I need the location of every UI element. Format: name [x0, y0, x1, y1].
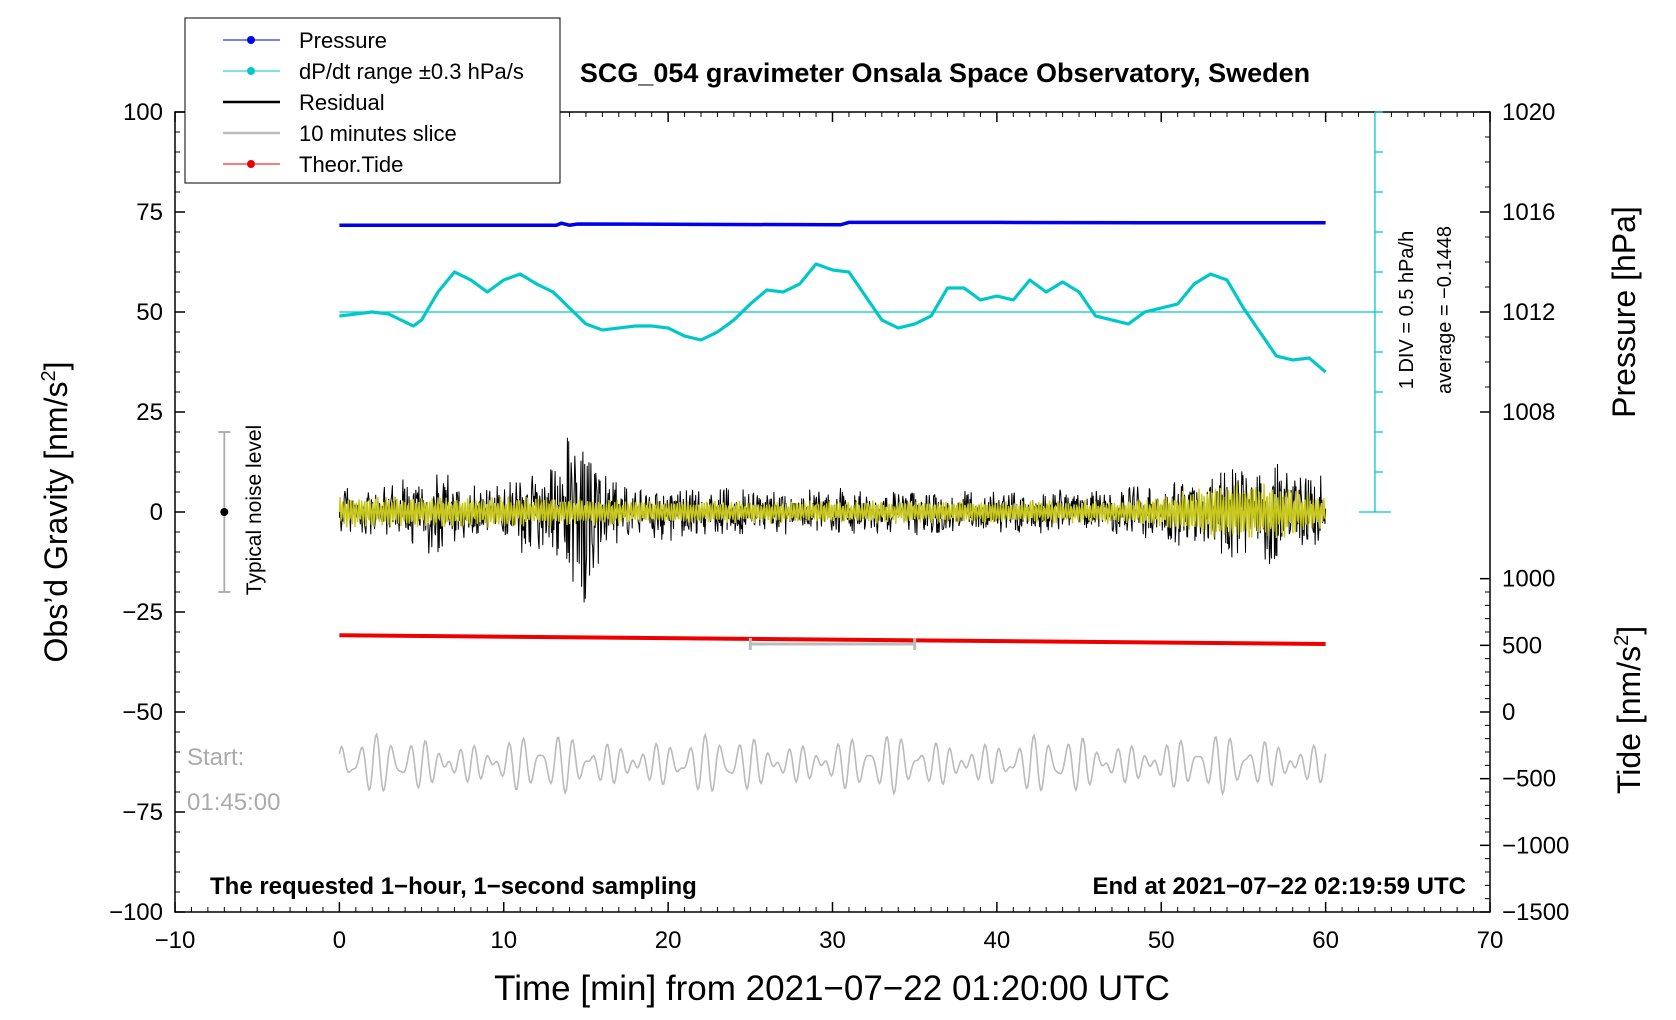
div-label: 1 DIV = 0.5 hPa/h [1396, 231, 1418, 389]
legend: Pressure dP/dt range ±0.3 hPa/s Residual 10… [184, 17, 561, 184]
start-label: Start: [187, 744, 244, 771]
end-time-note: End at 2021−07−22 02:19:59 UTC [1092, 873, 1466, 900]
legend-label: Theor.Tide [299, 152, 403, 177]
y-tick-label: −50 [122, 699, 163, 726]
legend-marker [247, 67, 255, 75]
pressure-tick-label: 1020 [1502, 99, 1555, 126]
y-axis-label-left-sup: 2 [38, 370, 60, 381]
pressure-tick-label: 1016 [1502, 199, 1555, 226]
x-tick-label: 30 [819, 927, 846, 954]
x-tick-label: 50 [1148, 927, 1175, 954]
pressure-tick-label: 1008 [1502, 399, 1555, 426]
slice-line [338, 732, 1327, 797]
y-axis-pressure: 1008 1012 1016 1020 [1480, 99, 1555, 426]
legend-entries: Pressure dP/dt range ±0.3 hPa/s Residual 10… [223, 28, 524, 177]
legend-marker [247, 160, 255, 168]
legend-label: 10 minutes slice [299, 121, 457, 146]
x-tick-label: 0 [333, 927, 346, 954]
legend-label: Residual [299, 90, 385, 115]
noise-level-bar [218, 431, 231, 593]
tide-tick-label: 500 [1502, 632, 1542, 659]
series-layer [338, 220, 1375, 797]
sampling-note: The requested 1−hour, 1−second sampling [210, 873, 697, 900]
x-tick-label: 20 [655, 927, 682, 954]
x-tick-label: 70 [1477, 927, 1504, 954]
y-axis-label-tide-close: ] [1611, 626, 1647, 635]
y-axis-label-tide-text: Tide [nm/s [1611, 646, 1647, 794]
average-label: average = −0.1448 [1434, 226, 1456, 394]
tide-tick-label: −1500 [1502, 899, 1569, 926]
noise-label: Typical noise level [243, 425, 266, 595]
y-tick-label: 75 [136, 199, 163, 226]
start-time: 01:45:00 [187, 789, 280, 816]
residual-filtered-line [338, 482, 1327, 538]
y-tick-label: 25 [136, 399, 163, 426]
x-axis-label: Time [min] from 2021−07−22 01:20:00 UTC [494, 969, 1170, 1008]
y-tick-label: −100 [109, 899, 163, 926]
tide-tick-label: −500 [1502, 766, 1556, 793]
legend-label: Pressure [299, 28, 387, 53]
legend-box [184, 17, 561, 184]
y-axis-label-left-close: ] [38, 362, 74, 371]
y-axis-label-left-text: Obs’d Gravity [nm/s [38, 382, 74, 663]
y-tick-label: −75 [122, 799, 163, 826]
tide-tick-label: 1000 [1502, 566, 1555, 593]
chart-title: SCG_054 gravimeter Onsala Space Observat… [580, 58, 1310, 88]
y-axis-label-tide: Tide [nm/s2] [1611, 626, 1647, 794]
noise-bar-center [220, 508, 229, 516]
pressure-tick-label: 1012 [1502, 299, 1555, 326]
y-axis-label-pressure: Pressure [hPa] [1606, 206, 1642, 418]
y-tick-label: 0 [150, 499, 163, 526]
y-tick-label: −25 [122, 599, 163, 626]
legend-label: dP/dt range ±0.3 hPa/s [299, 59, 524, 84]
x-tick-label: −10 [155, 927, 196, 954]
y-axis-label-tide-sup: 2 [1611, 635, 1633, 646]
tide-line [339, 633, 1326, 646]
pressure-line [339, 220, 1326, 227]
y-axis-label-left: Obs’d Gravity [nm/s2] [38, 362, 74, 663]
x-tick-label: 10 [490, 927, 517, 954]
tide-tick-label: −1000 [1502, 832, 1569, 859]
x-tick-label: 40 [984, 927, 1011, 954]
x-tick-label: 60 [1312, 927, 1339, 954]
y-axis-left: −100 −75 −50 −25 0 25 50 75 100 [109, 99, 185, 926]
x-axis: −10 0 10 20 30 40 50 60 70 [155, 112, 1504, 954]
tide-tick-label: 0 [1502, 699, 1515, 726]
y-tick-label: 100 [123, 99, 163, 126]
y-tick-label: 50 [136, 299, 163, 326]
legend-marker [247, 36, 255, 44]
dpdt-scale-axis [1358, 111, 1391, 513]
slice-marker [748, 638, 917, 650]
dpdt-line [339, 262, 1327, 374]
y-axis-tide: −1500 −1000 −500 0 500 1000 [1480, 566, 1569, 926]
